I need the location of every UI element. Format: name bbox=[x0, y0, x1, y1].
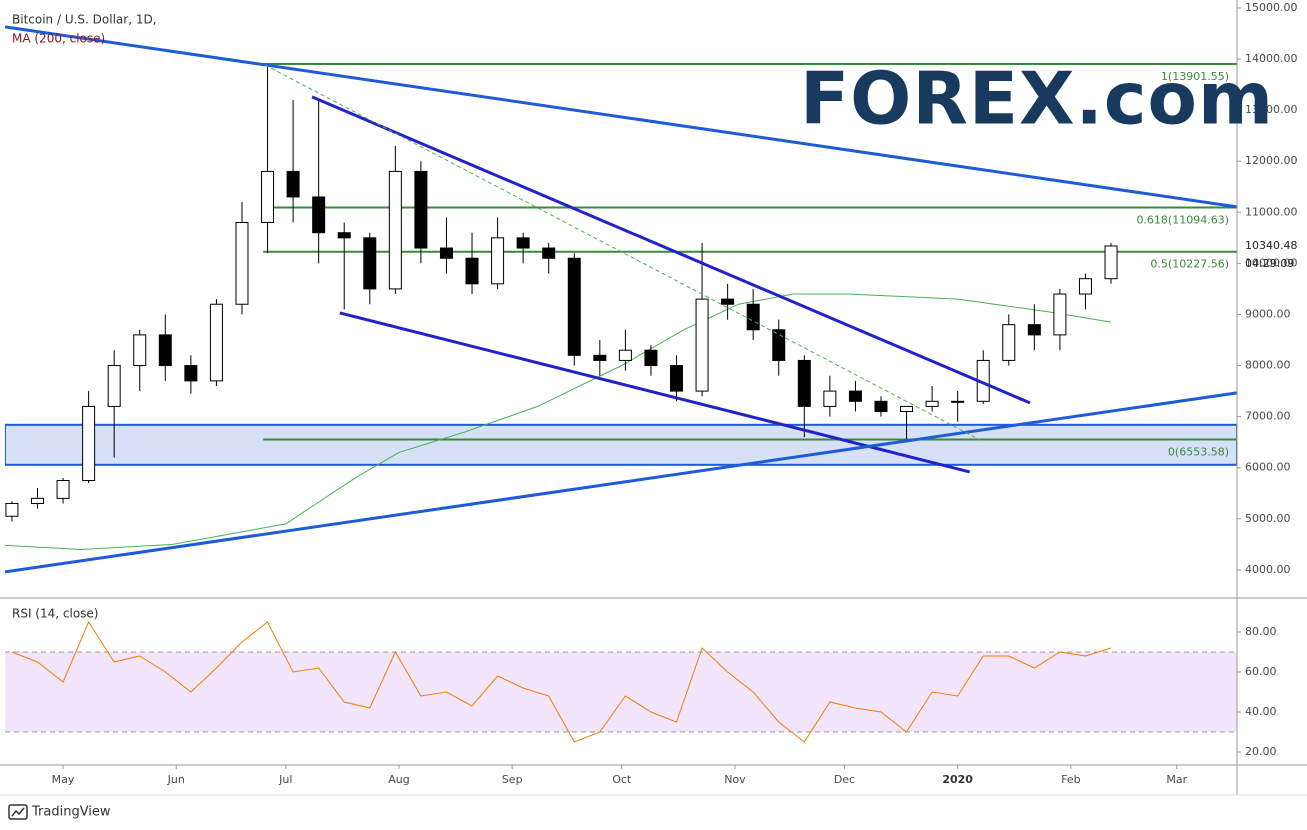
y-tick-label: 40.00 bbox=[1245, 705, 1277, 718]
candle-body bbox=[184, 365, 198, 382]
y-tick-label: 5000.00 bbox=[1245, 512, 1291, 525]
trend-line bbox=[264, 64, 981, 441]
rsi-title: RSI (14, close) bbox=[12, 607, 98, 621]
trend-line bbox=[339, 311, 971, 474]
candle-body bbox=[848, 390, 862, 402]
candle-body bbox=[286, 170, 300, 198]
x-tick-label: Mar bbox=[1166, 773, 1187, 786]
fib-label: 0.618(11094.63) bbox=[1136, 213, 1229, 226]
price-pane: 1(13901.55) 0.618(11094.63) 0.5(10227.56) 0… bbox=[5, 25, 1237, 574]
trend-line bbox=[5, 25, 1237, 209]
x-tick-label: Aug bbox=[388, 773, 409, 786]
candle-body bbox=[439, 247, 453, 259]
candle-body bbox=[670, 365, 684, 392]
footer: TradingView bbox=[31, 805, 111, 820]
candle-body bbox=[925, 400, 939, 407]
candle-body bbox=[746, 303, 760, 331]
last-price-label: 10340.48 bbox=[1245, 239, 1298, 252]
rsi-line bbox=[11, 620, 1112, 743]
candle-body bbox=[951, 400, 965, 403]
x-tick-label: Nov bbox=[724, 773, 746, 786]
candle-body bbox=[1027, 324, 1041, 336]
candle-body bbox=[567, 257, 581, 356]
candle-body bbox=[695, 298, 709, 392]
x-tick-label: Jul bbox=[278, 773, 292, 786]
candle-body bbox=[823, 390, 837, 407]
candle-body bbox=[1002, 324, 1016, 361]
x-tick-label: May bbox=[52, 773, 75, 786]
last-price-box bbox=[1238, 236, 1306, 255]
plot-layer: 1(13901.55) 0.618(11094.63) 0.5(10227.56) 0… bbox=[5, 1, 1306, 786]
trend-line bbox=[5, 391, 1237, 574]
x-tick-label: Sep bbox=[502, 773, 523, 786]
candle-body bbox=[491, 237, 505, 285]
candle-body bbox=[1104, 245, 1118, 280]
y-tick-label: 80.00 bbox=[1245, 625, 1277, 638]
candle-body bbox=[82, 405, 96, 481]
y-tick-label: 12000.00 bbox=[1245, 154, 1298, 167]
fib-label: 0(6553.58) bbox=[1168, 445, 1229, 458]
y-tick-label: 10000.00 bbox=[1245, 256, 1298, 269]
candle-body bbox=[5, 502, 19, 517]
candle-body bbox=[1078, 278, 1092, 295]
candle-body bbox=[542, 247, 556, 259]
y-tick-label: 6000.00 bbox=[1245, 461, 1291, 474]
rsi-band bbox=[5, 652, 1237, 732]
y-tick-label: 14000.00 bbox=[1245, 52, 1298, 65]
y-tick-label: 9000.00 bbox=[1245, 307, 1291, 320]
support-zone bbox=[5, 423, 1237, 466]
candle-body bbox=[56, 479, 70, 499]
candle-body bbox=[721, 298, 735, 305]
candle-body bbox=[1053, 293, 1067, 336]
ma-label: MA (200, close) bbox=[12, 32, 105, 46]
candle-body bbox=[797, 359, 811, 407]
chart-title: Bitcoin / U.S. Dollar, 1D, bbox=[12, 13, 157, 27]
x-tick-label: Dec bbox=[834, 773, 855, 786]
candle-body bbox=[644, 349, 658, 367]
candle-body bbox=[312, 196, 326, 234]
candle-body bbox=[593, 354, 607, 361]
candle-body bbox=[133, 334, 147, 367]
logo: FOREX.com bbox=[800, 57, 1274, 141]
x-tick-label: Jun bbox=[167, 773, 185, 786]
candle-body bbox=[465, 257, 479, 285]
fib-label: 0.5(10227.56) bbox=[1150, 258, 1229, 271]
y-tick-label: 11000.00 bbox=[1245, 205, 1298, 218]
candle-body bbox=[414, 170, 428, 249]
y-tick-label: 60.00 bbox=[1245, 665, 1277, 678]
candle-body bbox=[261, 170, 275, 223]
fib-label: 1(13901.55) bbox=[1161, 70, 1229, 83]
x-tick-label: 2020 bbox=[942, 773, 973, 786]
y-tick-label: 13000.00 bbox=[1245, 103, 1298, 116]
candle-body bbox=[618, 349, 632, 361]
y-tick-label: 8000.00 bbox=[1245, 359, 1291, 372]
candle-body bbox=[900, 405, 914, 413]
candle-body bbox=[388, 170, 402, 290]
candle-body bbox=[235, 221, 249, 305]
y-tick-label: 4000.00 bbox=[1245, 563, 1291, 576]
candle-body bbox=[772, 329, 786, 361]
candle-body bbox=[158, 334, 172, 367]
x-tick-label: Oct bbox=[612, 773, 632, 786]
moving-average bbox=[5, 293, 1112, 551]
candle-body bbox=[874, 400, 888, 413]
trend-line bbox=[311, 95, 1031, 405]
x-tick-label: Feb bbox=[1061, 773, 1080, 786]
candle-body bbox=[30, 497, 44, 504]
candle-body bbox=[209, 303, 223, 382]
y-tick-label: 7000.00 bbox=[1245, 410, 1291, 423]
y-tick-label: 15000.00 bbox=[1245, 1, 1298, 14]
y-tick-label: 20.00 bbox=[1245, 745, 1277, 758]
candle-body bbox=[337, 232, 351, 239]
candle-body bbox=[363, 237, 377, 290]
candle-body bbox=[516, 237, 530, 249]
candle-body bbox=[107, 365, 121, 407]
tradingview-icon bbox=[8, 804, 28, 820]
countdown: 04:29:09 bbox=[1245, 257, 1294, 270]
